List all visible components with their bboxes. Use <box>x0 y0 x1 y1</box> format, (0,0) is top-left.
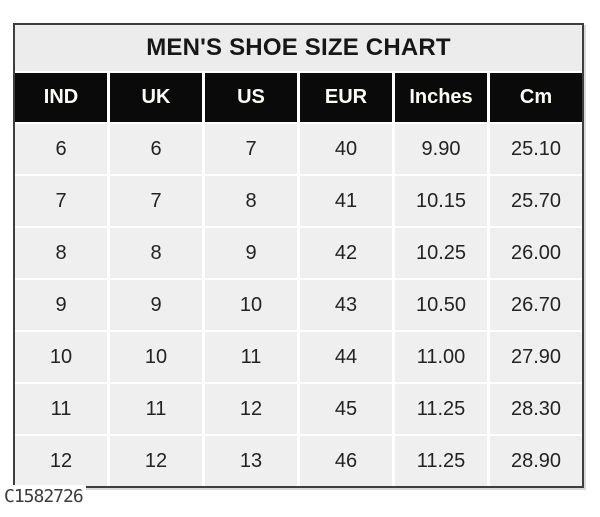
table-row: 7 7 8 41 10.15 25.70 <box>15 176 582 226</box>
table-cell: 10.50 <box>395 280 487 330</box>
table-cell: 10.25 <box>395 228 487 278</box>
table-cell: 6 <box>110 124 202 174</box>
table-cell: 6 <box>15 124 107 174</box>
chart-title: MEN'S SHOE SIZE CHART <box>15 25 582 73</box>
table-row: 8 8 9 42 10.25 26.00 <box>15 228 582 278</box>
table-cell: 8 <box>110 228 202 278</box>
table-cell: 41 <box>300 176 392 226</box>
table-cell: 13 <box>205 436 297 486</box>
table-cell: 7 <box>205 124 297 174</box>
table-cell: 11.25 <box>395 384 487 434</box>
table-row: 11 11 12 45 11.25 28.30 <box>15 384 582 434</box>
table-cell: 43 <box>300 280 392 330</box>
table-cell: 12 <box>110 436 202 486</box>
table-cell: 46 <box>300 436 392 486</box>
table-cell: 26.00 <box>490 228 582 278</box>
table-row: 6 6 7 40 9.90 25.10 <box>15 124 582 174</box>
table-cell: 11 <box>15 384 107 434</box>
table-row: 12 12 13 46 11.25 28.90 <box>15 436 582 486</box>
shoe-size-chart: MEN'S SHOE SIZE CHART IND UK US EUR Inch… <box>13 23 584 488</box>
table-cell: 40 <box>300 124 392 174</box>
column-header-ind: IND <box>15 73 107 122</box>
column-header-inches: Inches <box>395 73 487 122</box>
table-cell: 44 <box>300 332 392 382</box>
table-cell: 11 <box>205 332 297 382</box>
table-cell: 11 <box>110 384 202 434</box>
table-cell: 9 <box>205 228 297 278</box>
table-cell: 42 <box>300 228 392 278</box>
table-cell: 28.30 <box>490 384 582 434</box>
table-cell: 10 <box>205 280 297 330</box>
table-cell: 25.10 <box>490 124 582 174</box>
watermark-code: C1582726 <box>2 485 86 509</box>
column-header-eur: EUR <box>300 73 392 122</box>
table-row: 10 10 11 44 11.00 27.90 <box>15 332 582 382</box>
table-cell: 11.25 <box>395 436 487 486</box>
table-cell: 12 <box>205 384 297 434</box>
column-header-cm: Cm <box>490 73 582 122</box>
table-cell: 7 <box>110 176 202 226</box>
table-cell: 12 <box>15 436 107 486</box>
table-cell: 27.90 <box>490 332 582 382</box>
size-table-body: 6 6 7 40 9.90 25.10 7 7 8 41 10.15 25.70 8 8 9 42 10.25 2… <box>15 122 582 486</box>
table-cell: 9 <box>110 280 202 330</box>
table-header-row: IND UK US EUR Inches Cm <box>15 73 582 122</box>
table-cell: 9 <box>15 280 107 330</box>
table-cell: 28.90 <box>490 436 582 486</box>
table-cell: 10.15 <box>395 176 487 226</box>
table-cell: 8 <box>15 228 107 278</box>
table-row: 9 9 10 43 10.50 26.70 <box>15 280 582 330</box>
column-header-us: US <box>205 73 297 122</box>
table-cell: 8 <box>205 176 297 226</box>
table-cell: 9.90 <box>395 124 487 174</box>
table-cell: 7 <box>15 176 107 226</box>
table-cell: 45 <box>300 384 392 434</box>
table-cell: 10 <box>110 332 202 382</box>
table-cell: 11.00 <box>395 332 487 382</box>
column-header-uk: UK <box>110 73 202 122</box>
table-cell: 10 <box>15 332 107 382</box>
table-cell: 25.70 <box>490 176 582 226</box>
table-cell: 26.70 <box>490 280 582 330</box>
